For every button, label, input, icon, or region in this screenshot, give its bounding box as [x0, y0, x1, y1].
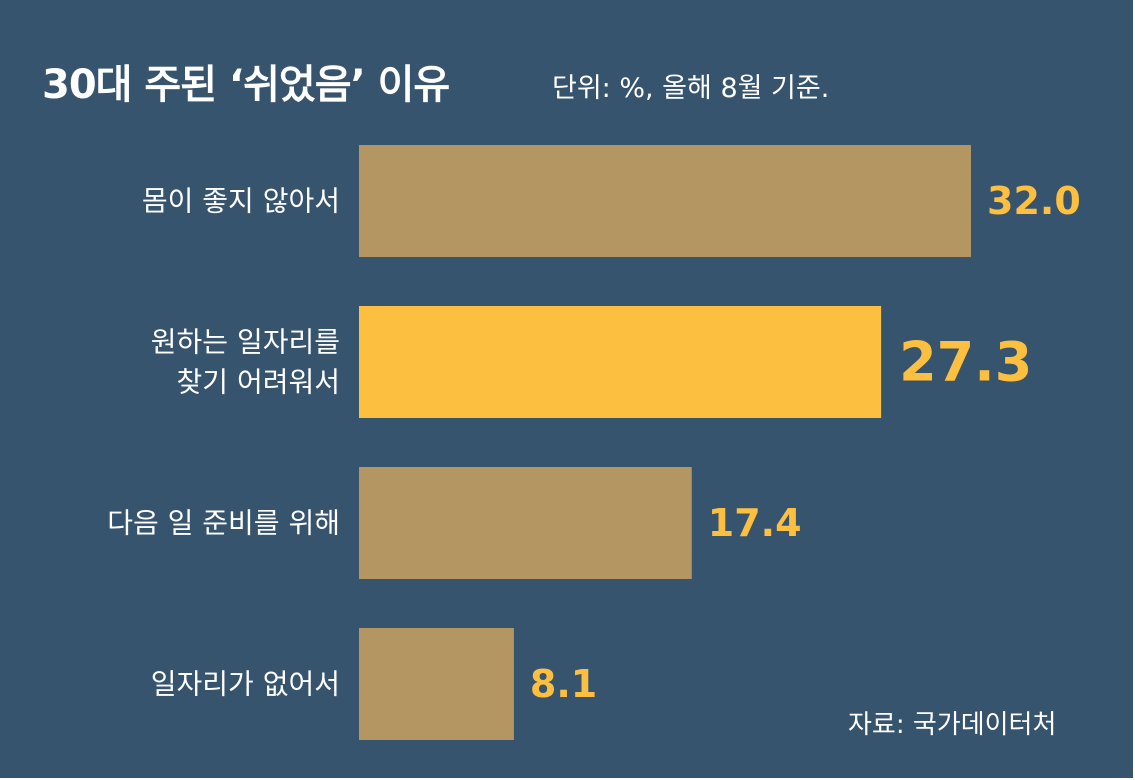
category-label-2-0: 다음 일 준비를 위해: [107, 507, 340, 540]
bar-1: [359, 306, 882, 418]
category-label-1-0: 원하는 일자리를: [151, 326, 340, 359]
value-label-1: 27.3: [899, 331, 1032, 394]
value-label-0: 32.0: [987, 179, 1081, 223]
category-label-0-0: 몸이 좋지 않아서: [142, 185, 340, 218]
chart-title: 30대 주된 ‘쉬었음’ 이유: [42, 62, 450, 108]
chart-subtitle: 단위: %, 올해 8월 기준.: [552, 73, 830, 104]
bar-0: [359, 145, 971, 257]
bar-2: [359, 467, 692, 579]
category-label-1-1: 찾기 어려워서: [177, 366, 340, 399]
value-label-3: 8.1: [530, 662, 597, 706]
value-label-2: 17.4: [708, 501, 802, 545]
category-label-3-0: 일자리가 없어서: [151, 668, 340, 701]
chart-source: 자료: 국가데이터처: [848, 710, 1057, 740]
bar-3: [359, 628, 514, 740]
